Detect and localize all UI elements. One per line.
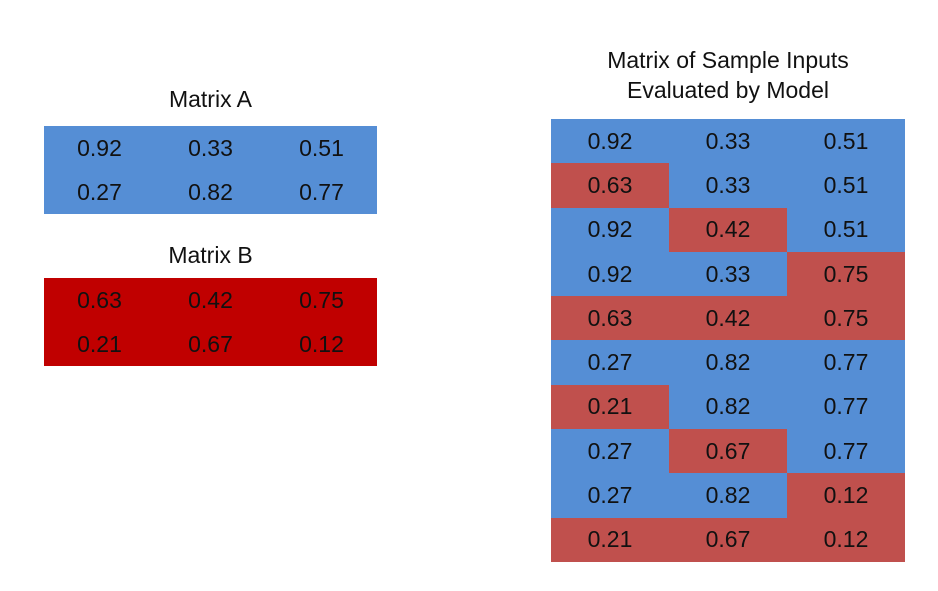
matrix-cell: 0.77 — [787, 429, 905, 474]
matrix-cell: 0.33 — [669, 251, 787, 297]
matrix-cell: 0.21 — [551, 517, 669, 562]
matrix-cell: 0.33 — [155, 126, 266, 170]
matrix-cell: 0.42 — [669, 296, 787, 341]
matrix-cell: 0.51 — [787, 207, 905, 252]
matrix-row: 0.27 0.82 0.77 — [551, 340, 905, 385]
matrix-a-title: Matrix A — [168, 86, 253, 112]
matrix-cell: 0.51 — [266, 126, 377, 170]
matrix-cell: 0.12 — [787, 473, 905, 518]
matrix-row: 0.92 0.33 0.51 — [551, 119, 905, 164]
matrix-cell: 0.75 — [266, 278, 377, 322]
matrix-cell: 0.92 — [551, 207, 669, 252]
matrix-cell: 0.82 — [669, 340, 787, 385]
matrix-row: 0.21 0.67 0.12 — [551, 517, 905, 562]
matrix-cell: 0.92 — [44, 126, 155, 170]
matrix-a: 0.92 0.33 0.51 0.27 0.82 0.77 — [44, 126, 377, 214]
matrix-cell: 0.27 — [551, 473, 669, 518]
matrix-row: 0.92 0.33 0.75 — [551, 251, 905, 297]
matrix-cell: 0.33 — [669, 163, 787, 208]
samples-title-line2: Evaluated by Model — [626, 77, 829, 103]
matrix-cell: 0.67 — [669, 517, 787, 562]
samples-title-line1: Matrix of Sample Inputs — [607, 47, 849, 73]
matrix-cell: 0.75 — [787, 296, 905, 341]
matrix-row: 0.63 0.42 0.75 — [551, 296, 905, 341]
matrix-samples: 0.92 0.33 0.51 0.63 0.33 0.51 0.92 0.42 0.51 0.92… — [551, 119, 905, 562]
matrix-row: 0.92 0.33 0.51 — [44, 126, 377, 170]
matrix-cell: 0.12 — [787, 517, 905, 562]
matrix-cell: 0.42 — [155, 278, 266, 322]
matrix-cell: 0.77 — [266, 170, 377, 214]
matrix-row: 0.21 0.82 0.77 — [551, 384, 905, 430]
matrix-cell: 0.51 — [787, 163, 905, 208]
matrix-row: 0.63 0.33 0.51 — [551, 163, 905, 208]
matrix-cell: 0.12 — [266, 322, 377, 366]
matrix-row: 0.63 0.42 0.75 — [44, 278, 377, 322]
matrix-row: 0.92 0.42 0.51 — [551, 207, 905, 252]
matrix-cell: 0.82 — [669, 384, 787, 430]
matrix-cell: 0.21 — [44, 322, 155, 366]
matrix-cell: 0.92 — [551, 251, 669, 297]
matrix-cell: 0.21 — [551, 384, 669, 430]
matrix-row: 0.27 0.67 0.77 — [551, 429, 905, 474]
matrix-row: 0.27 0.82 0.12 — [551, 473, 905, 518]
matrix-cell: 0.82 — [669, 473, 787, 518]
matrix-cell: 0.51 — [787, 119, 905, 164]
matrix-b-title: Matrix B — [168, 242, 253, 268]
matrix-cell: 0.67 — [155, 322, 266, 366]
matrix-b: 0.63 0.42 0.75 0.21 0.67 0.12 — [44, 278, 377, 366]
matrix-cell: 0.63 — [44, 278, 155, 322]
matrix-cell: 0.27 — [551, 429, 669, 474]
matrix-cell: 0.63 — [551, 296, 669, 341]
matrix-row: 0.21 0.67 0.12 — [44, 322, 377, 366]
matrix-cell: 0.63 — [551, 163, 669, 208]
matrix-cell: 0.27 — [551, 340, 669, 385]
matrix-cell: 0.75 — [787, 251, 905, 297]
matrix-row: 0.27 0.82 0.77 — [44, 170, 377, 214]
matrix-cell: 0.77 — [787, 384, 905, 430]
matrix-cell: 0.67 — [669, 429, 787, 474]
matrix-cell: 0.42 — [669, 207, 787, 252]
matrix-cell: 0.92 — [551, 119, 669, 164]
matrix-cell: 0.27 — [44, 170, 155, 214]
matrix-cell: 0.33 — [669, 119, 787, 164]
samples-title: Matrix of Sample Inputs Evaluated by Mod… — [551, 45, 905, 105]
matrix-cell: 0.82 — [155, 170, 266, 214]
matrix-cell: 0.77 — [787, 340, 905, 385]
